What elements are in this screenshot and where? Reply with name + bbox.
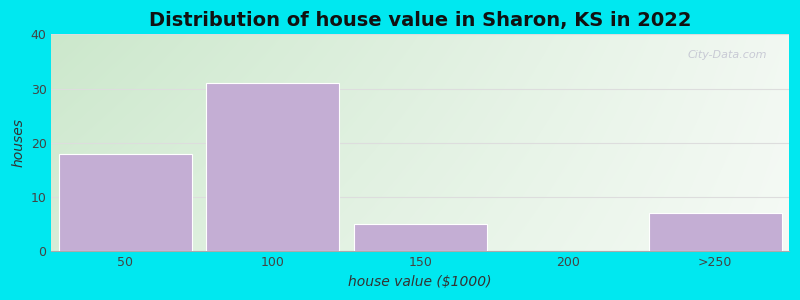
Title: Distribution of house value in Sharon, KS in 2022: Distribution of house value in Sharon, K… xyxy=(149,11,691,30)
Bar xyxy=(354,224,486,251)
Text: City-Data.com: City-Data.com xyxy=(687,50,766,60)
Bar xyxy=(649,214,782,251)
X-axis label: house value ($1000): house value ($1000) xyxy=(348,275,492,289)
Bar xyxy=(206,83,339,251)
Y-axis label: houses: houses xyxy=(11,118,25,167)
Bar xyxy=(58,154,191,251)
